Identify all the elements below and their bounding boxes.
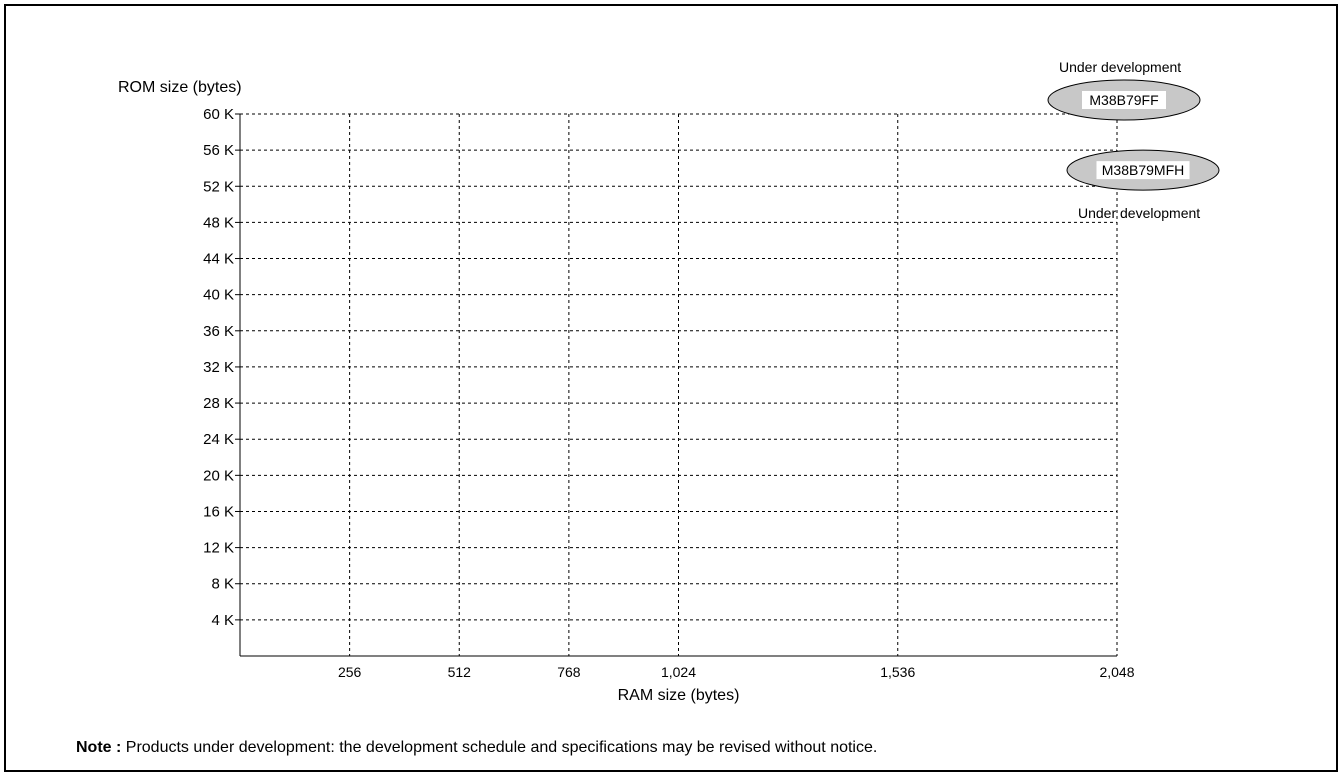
y-tick-label: 60 K — [203, 106, 234, 123]
rom-ram-chart: 4 K 8 K 12 K 16 K 20 K 24 K 28 K 32 K 36 K 40 K 44… — [118, 59, 1220, 704]
y-tick-label: 12 K — [203, 540, 234, 557]
y-tick-label: 24 K — [203, 431, 234, 448]
footnote: Note : Products under development: the d… — [76, 739, 877, 757]
development-status-label: Under development — [1078, 205, 1200, 221]
note-label: Note : — [76, 739, 122, 756]
y-axis-title: ROM size (bytes) — [118, 79, 242, 96]
y-tick-label: 8 K — [211, 576, 234, 593]
x-tick-label: 768 — [557, 664, 581, 680]
x-tick-label: 1,536 — [880, 664, 915, 680]
y-tick-label: 4 K — [211, 612, 234, 629]
y-tick-label: 56 K — [203, 142, 234, 159]
figure-frame — [4, 4, 1338, 772]
product-point-label: M38B79MFH — [1102, 162, 1184, 178]
development-status-label: Under development — [1059, 59, 1181, 75]
x-tick-label: 2,048 — [1099, 664, 1134, 680]
y-tick-label: 16 K — [203, 503, 234, 520]
y-tick-label: 28 K — [203, 395, 234, 412]
note-text: Products under development: the developm… — [121, 739, 878, 756]
y-tick-label: 52 K — [203, 178, 234, 195]
y-tick-label: 40 K — [203, 287, 234, 304]
y-tick-label: 36 K — [203, 323, 234, 340]
y-tick-label: 32 K — [203, 359, 234, 376]
x-tick-label: 256 — [338, 664, 362, 680]
y-tick-label: 20 K — [203, 467, 234, 484]
x-axis-title: RAM size (bytes) — [618, 687, 740, 704]
y-tick-label: 48 K — [203, 214, 234, 231]
x-tick-label: 512 — [448, 664, 472, 680]
product-point-label-bg — [1096, 161, 1190, 180]
product-point-label: M38B79FF — [1089, 92, 1158, 108]
y-tick-label: 44 K — [203, 251, 234, 268]
x-tick-label: 1,024 — [661, 664, 696, 680]
product-point-label-bg — [1082, 91, 1166, 109]
